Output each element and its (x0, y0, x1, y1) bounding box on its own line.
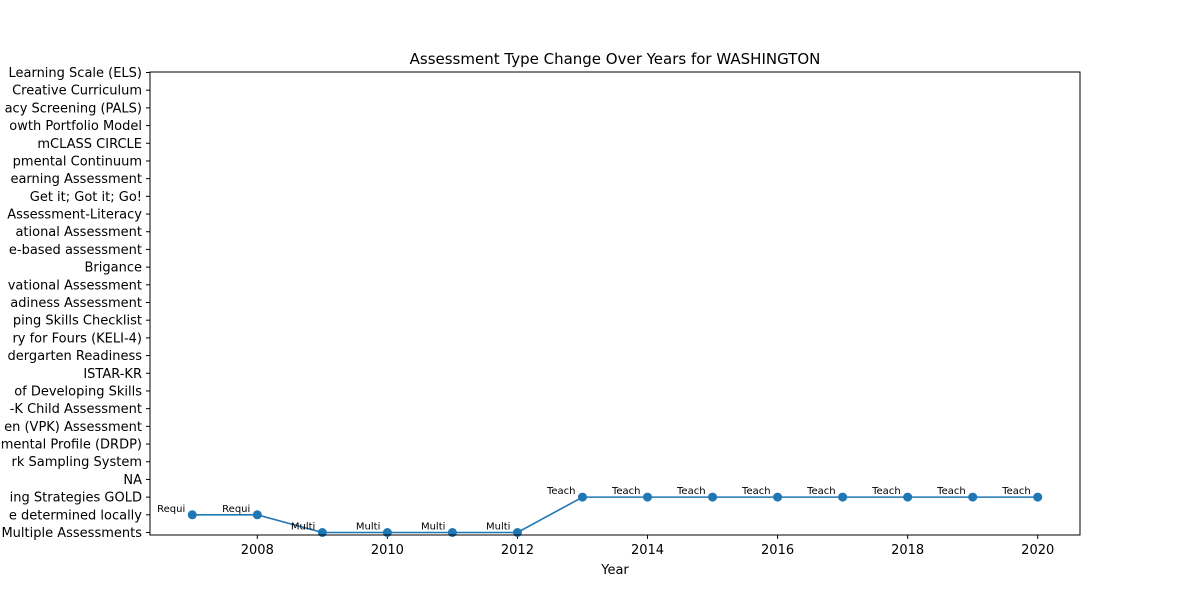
data-point (838, 492, 848, 502)
data-point (187, 510, 197, 520)
y-tick-label: e-based assessment (9, 243, 142, 258)
data-point (1033, 492, 1043, 502)
x-axis-ticks: 2008 2010 2012 2014 2016 2018 2020 (241, 535, 1054, 558)
y-tick-label: of Developing Skills (14, 384, 142, 399)
x-tick-label: 2012 (501, 543, 534, 558)
y-tick-label: Brigance (85, 261, 142, 276)
point-label: Teach (741, 486, 771, 497)
y-tick-label: Assessment-Literacy (7, 208, 142, 223)
data-point (968, 492, 978, 502)
x-tick-label: 2018 (891, 543, 924, 558)
data-point (903, 492, 913, 502)
y-tick-label: ry for Fours (KELI-4) (12, 331, 142, 346)
y-tick-label: pmental Continuum (13, 154, 142, 169)
y-tick-label: ational Assessment (15, 225, 142, 240)
y-tick-label: Creative Curriculum (12, 84, 142, 99)
y-tick-label: Learning Scale (ELS) (8, 66, 142, 81)
chart-title: Assessment Type Change Over Years for WA… (410, 50, 821, 68)
data-point (252, 510, 262, 520)
y-tick-label: NA (123, 473, 142, 488)
point-label: Multi (421, 522, 445, 533)
point-label: Requi (157, 504, 185, 515)
series-line (192, 496, 1038, 534)
x-tick-label: 2010 (371, 543, 404, 558)
point-label: Teach (611, 486, 641, 497)
y-tick-label: earning Assessment (10, 172, 142, 187)
point-label: Multi (486, 522, 510, 533)
x-tick-label: 2008 (241, 543, 274, 558)
point-label: Requi (222, 504, 250, 515)
x-tick-label: 2020 (1021, 543, 1054, 558)
y-tick-label: -K Child Assessment (10, 402, 142, 417)
data-point (708, 492, 718, 502)
y-tick-label: adiness Assessment (10, 296, 142, 311)
data-point (643, 492, 653, 502)
data-point (447, 528, 457, 537)
y-tick-label: dergarten Readiness (8, 349, 143, 364)
x-axis-label: Year (600, 563, 629, 578)
point-label: Multi (356, 522, 380, 533)
x-tick-label: 2016 (761, 543, 794, 558)
y-tick-label: mental Profile (DRDP) (1, 438, 142, 453)
point-label: Teach (806, 486, 836, 497)
point-label: Teach (936, 486, 966, 497)
y-tick-label: en (VPK) Assessment (4, 420, 142, 435)
y-tick-label: ping Skills Checklist (13, 314, 142, 329)
y-tick-label: acy Screening (PALS) (5, 101, 142, 116)
y-tick-label: ISTAR-KR (83, 367, 142, 382)
y-tick-label: e determined locally (9, 508, 142, 523)
plot-frame (149, 71, 1081, 536)
y-tick-label: mCLASS CIRCLE (37, 137, 142, 152)
y-axis-ticks: Multiple Assessments e determined locally… (1, 66, 150, 541)
y-tick-label: vational Assessment (8, 278, 142, 293)
data-point (577, 492, 587, 502)
data-point (773, 492, 783, 502)
data-point (512, 528, 522, 537)
data-point (317, 528, 327, 537)
point-label: Teach (871, 486, 901, 497)
y-tick-label: rk Sampling System (12, 455, 142, 470)
y-tick-label: Get it; Got it; Go! (30, 190, 142, 205)
y-tick-label: owth Portfolio Model (9, 119, 142, 134)
x-tick-label: 2014 (631, 543, 664, 558)
y-tick-label: ing Strategies GOLD (10, 491, 142, 506)
series-layer: Requi Requi Multi Multi Multi Multi Teach Teach… (157, 486, 1043, 537)
data-point (382, 528, 392, 537)
point-label: Multi (291, 522, 315, 533)
point-label: Teach (546, 486, 576, 497)
y-tick-label: Multiple Assessments (1, 526, 142, 541)
point-label: Teach (676, 486, 706, 497)
point-label: Teach (1001, 486, 1031, 497)
